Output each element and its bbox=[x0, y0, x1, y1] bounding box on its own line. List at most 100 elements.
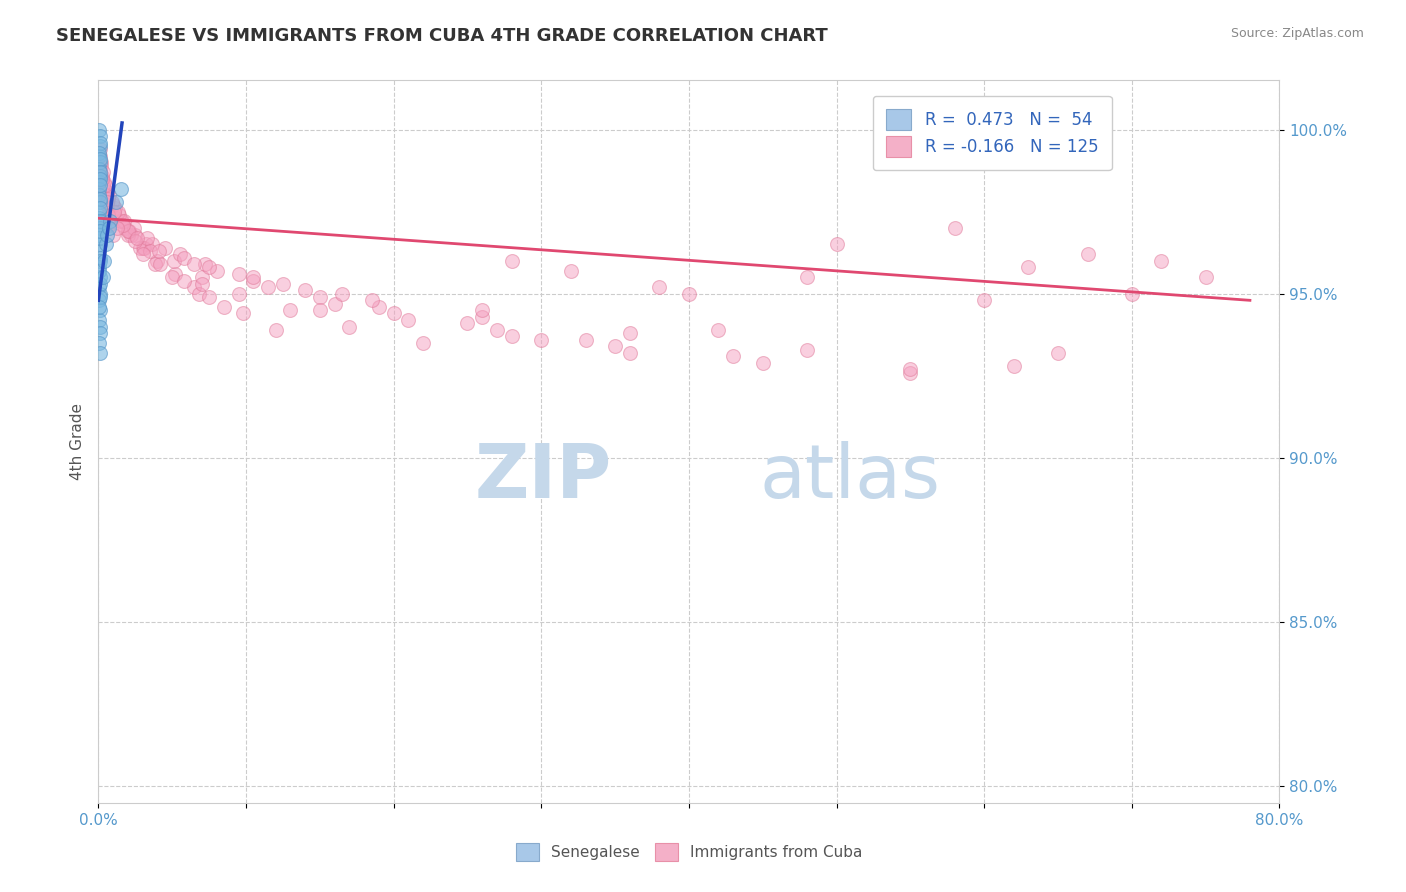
Point bbox=[108, 208, 131, 222]
Point bbox=[900, 366, 922, 380]
Point bbox=[360, 293, 382, 308]
Point bbox=[111, 218, 134, 232]
Point bbox=[89, 171, 111, 186]
Point bbox=[93, 254, 115, 268]
Point bbox=[368, 300, 391, 314]
Point bbox=[96, 185, 118, 199]
Point bbox=[560, 264, 582, 278]
Point bbox=[187, 286, 209, 301]
Point bbox=[97, 208, 120, 222]
Point bbox=[973, 293, 995, 308]
Point bbox=[93, 178, 115, 193]
Point bbox=[89, 149, 111, 163]
Point bbox=[146, 254, 169, 268]
Point bbox=[89, 218, 111, 232]
Point bbox=[103, 227, 125, 242]
Point bbox=[89, 260, 111, 275]
Point bbox=[89, 313, 111, 327]
Point bbox=[89, 251, 111, 265]
Point bbox=[796, 270, 818, 285]
Point bbox=[471, 303, 494, 318]
Point bbox=[98, 214, 121, 228]
Point bbox=[89, 224, 111, 238]
Point bbox=[91, 169, 114, 183]
Point bbox=[194, 257, 217, 271]
Point bbox=[183, 280, 205, 294]
Point bbox=[98, 218, 121, 232]
Point bbox=[242, 270, 264, 285]
Point bbox=[89, 300, 111, 314]
Point bbox=[122, 221, 145, 235]
Point bbox=[723, 349, 745, 363]
Point bbox=[309, 303, 332, 318]
Point bbox=[191, 277, 214, 291]
Point bbox=[173, 251, 195, 265]
Point bbox=[457, 316, 479, 330]
Point bbox=[100, 194, 122, 209]
Point bbox=[619, 326, 641, 341]
Point bbox=[89, 194, 111, 209]
Point bbox=[105, 211, 128, 226]
Point bbox=[93, 182, 115, 196]
Point bbox=[163, 254, 186, 268]
Point bbox=[678, 286, 700, 301]
Point bbox=[900, 362, 922, 376]
Point bbox=[605, 339, 627, 353]
Text: ZIP: ZIP bbox=[475, 442, 612, 514]
Point bbox=[134, 241, 156, 255]
Point bbox=[89, 122, 111, 136]
Point bbox=[96, 194, 118, 209]
Point bbox=[707, 323, 730, 337]
Point bbox=[124, 234, 146, 248]
Point bbox=[103, 198, 125, 212]
Point bbox=[117, 224, 139, 238]
Point bbox=[173, 274, 195, 288]
Point bbox=[103, 204, 125, 219]
Point bbox=[132, 241, 155, 255]
Point bbox=[796, 343, 818, 357]
Point bbox=[619, 346, 641, 360]
Point bbox=[105, 194, 128, 209]
Point bbox=[105, 221, 128, 235]
Y-axis label: 4th Grade: 4th Grade bbox=[69, 403, 84, 480]
Point bbox=[280, 303, 302, 318]
Point bbox=[89, 129, 111, 144]
Point bbox=[128, 241, 150, 255]
Point bbox=[575, 333, 598, 347]
Point bbox=[141, 237, 163, 252]
Point bbox=[136, 231, 159, 245]
Point bbox=[104, 202, 127, 216]
Point bbox=[825, 237, 848, 252]
Point bbox=[90, 171, 112, 186]
Point bbox=[110, 214, 132, 228]
Point bbox=[309, 290, 332, 304]
Point bbox=[205, 264, 228, 278]
Point bbox=[93, 175, 115, 189]
Point bbox=[89, 237, 111, 252]
Point bbox=[183, 257, 205, 271]
Point bbox=[124, 227, 146, 242]
Point bbox=[530, 333, 553, 347]
Point bbox=[89, 182, 111, 196]
Point bbox=[228, 286, 250, 301]
Point bbox=[94, 188, 117, 202]
Point bbox=[120, 227, 142, 242]
Point bbox=[89, 290, 111, 304]
Point bbox=[89, 161, 111, 176]
Point bbox=[135, 237, 157, 252]
Point bbox=[89, 293, 111, 308]
Point bbox=[323, 296, 346, 310]
Point bbox=[149, 257, 172, 271]
Point bbox=[89, 165, 111, 179]
Text: atlas: atlas bbox=[759, 442, 941, 514]
Point bbox=[89, 270, 111, 285]
Point bbox=[98, 202, 121, 216]
Point bbox=[91, 178, 114, 193]
Point bbox=[94, 237, 117, 252]
Point bbox=[148, 244, 170, 258]
Point bbox=[90, 171, 112, 186]
Point bbox=[89, 192, 111, 206]
Point bbox=[271, 277, 294, 291]
Point bbox=[112, 214, 135, 228]
Point bbox=[169, 247, 191, 261]
